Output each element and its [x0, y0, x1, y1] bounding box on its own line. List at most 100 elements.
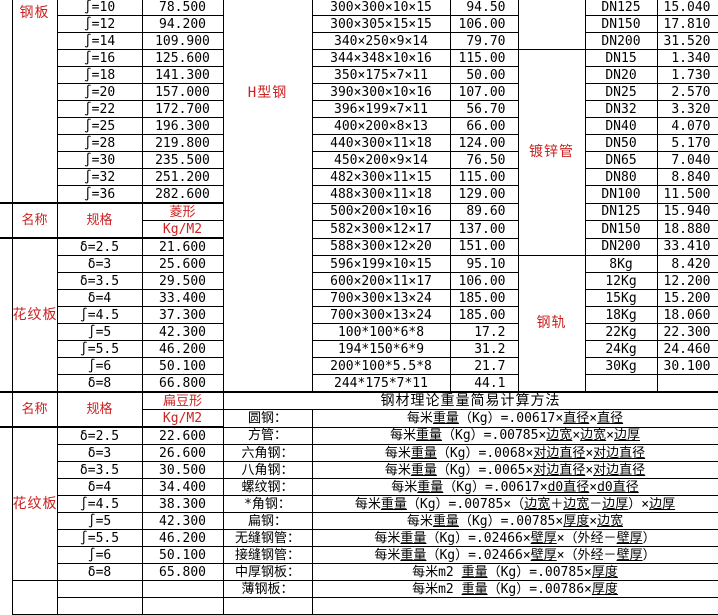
spec-cell[interactable]: DN15: [584, 49, 658, 67]
formula-label-cell[interactable]: 中厚钢板：: [222, 563, 313, 581]
value-cell[interactable]: 106.00: [449, 272, 519, 290]
spec-cell[interactable]: 700×300×13×24: [311, 289, 451, 307]
value-cell[interactable]: 106.00: [449, 15, 519, 33]
spec-cell[interactable]: ∫=18: [56, 66, 143, 84]
spec-cell[interactable]: DN25: [584, 83, 658, 101]
spec-cell[interactable]: 596×199×10×15: [311, 255, 451, 273]
empty-value-cell[interactable]: [656, 374, 718, 393]
value-cell[interactable]: 44.1: [449, 374, 519, 393]
value-cell[interactable]: 34.400: [141, 478, 224, 496]
value-cell[interactable]: 235.500: [141, 151, 224, 169]
value-cell[interactable]: 22.600: [141, 426, 224, 445]
spec-cell[interactable]: ∫=10: [56, 0, 143, 16]
spec-cell[interactable]: 500×200×10×16: [311, 202, 451, 221]
spec-cell[interactable]: 18Kg: [584, 306, 658, 324]
header-name-cell[interactable]: 名称: [11, 391, 58, 428]
spec-cell[interactable]: DN65: [584, 151, 658, 169]
spec-cell[interactable]: 24Kg: [584, 340, 658, 358]
value-cell[interactable]: 76.50: [449, 151, 519, 169]
value-cell[interactable]: 26.600: [141, 444, 224, 462]
value-cell[interactable]: 2.570: [656, 83, 718, 101]
spec-cell[interactable]: 450×200×9×14: [311, 151, 451, 169]
spec-cell[interactable]: 350×175×7×11: [311, 66, 451, 84]
value-cell[interactable]: 196.300: [141, 117, 224, 135]
group-label-steel-plate[interactable]: 钢板: [11, 0, 58, 204]
header-name-cell[interactable]: 名称: [11, 202, 58, 239]
value-cell[interactable]: 1.730: [656, 66, 718, 84]
formula-label-cell[interactable]: 方管：: [222, 426, 313, 445]
spec-cell[interactable]: DN100: [584, 185, 658, 204]
value-cell[interactable]: 31.2: [449, 340, 519, 358]
value-cell[interactable]: 115.00: [449, 168, 519, 186]
formula-label-cell[interactable]: 螺纹钢：: [222, 478, 313, 496]
spec-cell[interactable]: 390×300×10×16: [311, 83, 451, 101]
spec-cell[interactable]: ∫=5.5: [56, 529, 143, 547]
group-label-checkered-plate[interactable]: 花纹板: [11, 237, 58, 393]
spec-cell[interactable]: 588×300×12×20: [311, 237, 451, 256]
value-cell[interactable]: 282.600: [141, 185, 224, 204]
value-cell[interactable]: 17.810: [656, 15, 718, 33]
value-cell[interactable]: 78.500: [141, 0, 224, 16]
value-cell[interactable]: 172.700: [141, 100, 224, 118]
spec-cell[interactable]: 482×300×11×15: [311, 168, 451, 186]
value-cell[interactable]: 11.500: [656, 185, 718, 204]
spec-cell[interactable]: DN150: [584, 220, 658, 239]
formula-label-cell[interactable]: *角钢：: [222, 495, 313, 513]
spec-cell[interactable]: ∫=5: [56, 323, 143, 341]
spec-cell[interactable]: ∫=14: [56, 32, 143, 50]
value-cell[interactable]: 124.00: [449, 134, 519, 152]
formula-text-cell[interactable]: 每米重量（Kg）=.02466×壁厚×（外经－壁厚）: [311, 529, 718, 547]
empty-value-cell[interactable]: [141, 580, 224, 598]
value-cell[interactable]: 1.340: [656, 49, 718, 67]
spec-cell[interactable]: DN50: [584, 134, 658, 152]
formula-text-cell[interactable]: 每米重量（Kg）=.00785×厚度×边宽: [311, 512, 718, 530]
value-cell[interactable]: 79.70: [449, 32, 519, 50]
spec-cell[interactable]: 12Kg: [584, 272, 658, 290]
spec-cell[interactable]: ∫=6: [56, 357, 143, 375]
empty-spec-cell[interactable]: [56, 597, 143, 615]
value-cell[interactable]: 3.320: [656, 100, 718, 118]
value-cell[interactable]: 4.070: [656, 117, 718, 135]
formula-text-cell[interactable]: 每米重量（Kg）=.02466×壁厚×（外经－壁厚）: [311, 546, 718, 564]
spec-cell[interactable]: δ=3.5: [56, 461, 143, 479]
spec-cell[interactable]: DN80: [584, 168, 658, 186]
spec-cell[interactable]: δ=3: [56, 444, 143, 462]
spec-cell[interactable]: 244*175*7*11: [311, 374, 451, 393]
empty-formula-text-cell[interactable]: [311, 597, 718, 615]
formula-text-cell[interactable]: 每米重量（Kg）=.0065×对边直径×对边直径: [311, 461, 718, 479]
spec-cell[interactable]: DN150: [584, 15, 658, 33]
formula-label-cell[interactable]: 八角钢：: [222, 461, 313, 479]
value-cell[interactable]: 17.2: [449, 323, 519, 341]
spec-cell[interactable]: DN125: [584, 0, 658, 16]
spec-cell[interactable]: 8Kg: [584, 255, 658, 273]
spec-cell[interactable]: 440×300×11×18: [311, 134, 451, 152]
value-cell[interactable]: 50.100: [141, 546, 224, 564]
spec-cell[interactable]: DN125: [584, 202, 658, 221]
spec-cell[interactable]: 100*100*6*8: [311, 323, 451, 341]
header-shape-cell[interactable]: 菱形: [141, 202, 224, 221]
header-shape-cell[interactable]: 扁豆形: [141, 391, 224, 410]
empty-formula-label-cell[interactable]: [222, 597, 313, 615]
value-cell[interactable]: 21.600: [141, 237, 224, 256]
formula-text-cell[interactable]: 每米重量（Kg）=.0068×对边直径×对边直径: [311, 444, 718, 462]
spec-cell[interactable]: δ=3.5: [56, 272, 143, 290]
spec-cell[interactable]: ∫=5: [56, 512, 143, 530]
spec-cell[interactable]: ∫=30: [56, 151, 143, 169]
group-label-galvanized-pipe[interactable]: 镀锌管: [517, 49, 586, 256]
formula-text-cell[interactable]: 每米重量（Kg）=.00617×直径×直径: [311, 409, 718, 428]
spec-cell[interactable]: ∫=20: [56, 83, 143, 101]
value-cell[interactable]: 7.040: [656, 151, 718, 169]
spec-cell[interactable]: DN40: [584, 117, 658, 135]
value-cell[interactable]: 15.940: [656, 202, 718, 221]
value-cell[interactable]: 115.00: [449, 49, 519, 67]
spec-cell[interactable]: ∫=4.5: [56, 306, 143, 324]
value-cell[interactable]: 66.800: [141, 374, 224, 393]
value-cell[interactable]: 50.00: [449, 66, 519, 84]
value-cell[interactable]: 66.00: [449, 117, 519, 135]
header-unit-cell[interactable]: Kg/M2: [141, 220, 224, 239]
spec-cell[interactable]: δ=4: [56, 289, 143, 307]
value-cell[interactable]: 21.7: [449, 357, 519, 375]
spec-cell[interactable]: ∫=4.5: [56, 495, 143, 513]
value-cell[interactable]: 137.00: [449, 220, 519, 239]
formula-label-cell[interactable]: 薄钢板：: [222, 580, 313, 598]
